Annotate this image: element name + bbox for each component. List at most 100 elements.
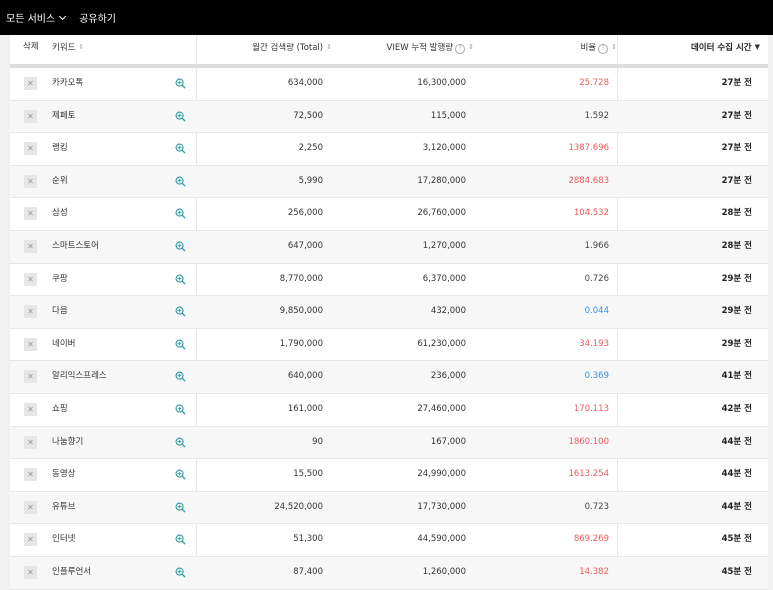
- keyword-cell: 카카오톡: [52, 78, 84, 88]
- delete-row-button[interactable]: ✕: [24, 565, 37, 579]
- collection-time-cell: 27분 전: [721, 78, 752, 88]
- zoom-in-icon[interactable]: [175, 208, 186, 219]
- zoom-in-icon[interactable]: [175, 567, 186, 578]
- delete-row-button[interactable]: ✕: [24, 435, 37, 449]
- table-row: ✕ 인플루언서 87,400 1,260,000 14.382 45분 전: [10, 556, 768, 590]
- view-count-cell: 61,230,000: [417, 338, 466, 349]
- collection-time-cell: 27분 전: [721, 175, 752, 186]
- monthly-search-cell: 9,850,000: [279, 306, 323, 317]
- view-count-cell: 24,990,000: [417, 469, 466, 480]
- zoom-in-icon[interactable]: [175, 502, 186, 513]
- header-collection-time[interactable]: 데이터 수집 시간 ▼: [691, 35, 760, 64]
- close-icon: ✕: [27, 404, 34, 414]
- monthly-search-cell: 72,500: [293, 110, 323, 121]
- delete-row-button[interactable]: ✕: [24, 77, 37, 90]
- view-count-cell: 16,300,000: [417, 78, 466, 88]
- close-icon: ✕: [27, 372, 34, 382]
- table-row: ✕ 스마트스토어 647,000 1,270,000 1.966 28분 전: [10, 230, 768, 264]
- monthly-search-cell: 640,000: [287, 371, 323, 382]
- help-icon[interactable]: ?: [598, 44, 609, 54]
- header-time-label: 데이터 수집 시간: [690, 43, 752, 53]
- zoom-in-icon[interactable]: [175, 371, 186, 382]
- delete-row-button[interactable]: ✕: [24, 272, 37, 286]
- chevron-down-icon: [59, 12, 67, 20]
- ratio-cell: 104.532: [573, 208, 609, 219]
- zoom-in-icon[interactable]: [175, 143, 186, 154]
- delete-row-button[interactable]: ✕: [24, 109, 37, 123]
- header-view-count[interactable]: VIEW 누적 발행량? ⇕: [387, 35, 474, 64]
- keyword-cell: 인터넷: [52, 534, 76, 545]
- delete-row-button[interactable]: ✕: [24, 500, 37, 514]
- zoom-in-icon[interactable]: [175, 78, 186, 89]
- zoom-in-icon[interactable]: [175, 176, 186, 187]
- help-icon[interactable]: ?: [455, 44, 466, 54]
- delete-row-button[interactable]: ✕: [24, 305, 37, 319]
- keyword-cell: 제페토: [52, 110, 76, 121]
- monthly-search-cell: 256,000: [287, 208, 323, 219]
- view-count-cell: 17,280,000: [417, 175, 466, 186]
- ratio-cell: 1860.100: [568, 436, 609, 447]
- delete-row-button[interactable]: ✕: [24, 370, 37, 384]
- delete-row-button[interactable]: ✕: [24, 142, 37, 156]
- zoom-in-icon[interactable]: [175, 111, 186, 122]
- keyword-cell: 네이버: [52, 338, 76, 349]
- delete-row-button[interactable]: ✕: [24, 174, 37, 188]
- ratio-cell: 869.269: [573, 534, 609, 545]
- view-count-cell: 115,000: [430, 110, 466, 121]
- close-icon: ✕: [27, 241, 34, 251]
- collection-time-cell: 44분 전: [721, 501, 752, 512]
- keyword-cell: 유튜브: [52, 501, 76, 512]
- keyword-cell: 랭킹: [52, 143, 68, 154]
- header-ratio-label: 비율: [580, 43, 597, 53]
- sort-icon: ⇕: [326, 43, 332, 51]
- view-count-cell: 1,260,000: [422, 566, 466, 577]
- zoom-in-icon[interactable]: [175, 534, 186, 545]
- view-count-cell: 17,730,000: [417, 501, 466, 512]
- header-ratio[interactable]: 비율? ⇕: [580, 35, 617, 64]
- zoom-in-icon[interactable]: [175, 241, 186, 252]
- monthly-search-cell: 24,520,000: [274, 501, 323, 512]
- ratio-cell: 0.044: [584, 306, 609, 317]
- table-row: ✕ 삼성 256,000 26,760,000 104.532 28분 전: [10, 198, 768, 231]
- monthly-search-cell: 15,500: [293, 469, 323, 480]
- delete-row-button[interactable]: ✕: [24, 468, 37, 482]
- collection-time-cell: 45분 전: [721, 566, 752, 577]
- keyword-cell: 인플루언서: [52, 566, 92, 577]
- share-link[interactable]: 공유하기: [79, 14, 116, 25]
- close-icon: ✕: [27, 176, 34, 186]
- collection-time-cell: 29분 전: [721, 273, 752, 284]
- delete-row-button[interactable]: ✕: [24, 402, 37, 416]
- zoom-in-icon[interactable]: [175, 274, 186, 285]
- delete-row-button[interactable]: ✕: [24, 533, 37, 547]
- zoom-in-icon[interactable]: [175, 404, 186, 415]
- top-navigation-bar: 모든 서비스 공유하기: [0, 0, 773, 35]
- view-count-cell: 6,370,000: [422, 273, 466, 284]
- table-row: ✕ 나눔향기 90 167,000 1860.100 44분 전: [10, 426, 768, 460]
- ratio-cell: 1.966: [584, 240, 609, 251]
- zoom-in-icon[interactable]: [175, 306, 186, 317]
- keyword-cell: 순위: [52, 175, 68, 186]
- header-keyword[interactable]: 키워드 ⇕: [52, 35, 84, 64]
- zoom-in-icon[interactable]: [175, 469, 186, 480]
- table-row: ✕ 네이버 1,790,000 61,230,000 34.193 29분 전: [10, 329, 768, 362]
- monthly-search-cell: 2,250: [298, 143, 323, 154]
- monthly-search-cell: 647,000: [287, 240, 323, 251]
- monthly-search-cell: 51,300: [293, 534, 323, 545]
- monthly-search-cell: 1,790,000: [279, 338, 323, 349]
- all-services-menu[interactable]: 모든 서비스: [6, 10, 67, 25]
- zoom-in-icon[interactable]: [175, 437, 186, 448]
- collection-time-cell: 42분 전: [721, 403, 752, 414]
- view-count-cell: 167,000: [430, 436, 466, 447]
- keyword-cell: 쿠팡: [52, 273, 68, 284]
- close-icon: ✕: [27, 470, 34, 480]
- delete-row-button[interactable]: ✕: [24, 207, 37, 221]
- collection-time-cell: 29분 전: [721, 338, 752, 349]
- delete-row-button[interactable]: ✕: [24, 239, 37, 253]
- sort-icon: ⇕: [468, 43, 474, 51]
- keyword-table: 삭제 키워드 ⇕ 월간 검색량 (Total) ⇕ VIEW 누적 발행량? ⇕ 비율…: [10, 35, 768, 590]
- zoom-in-icon[interactable]: [175, 339, 186, 350]
- delete-row-button[interactable]: ✕: [24, 337, 37, 351]
- sort-desc-icon: ▼: [754, 43, 760, 51]
- header-monthly-search[interactable]: 월간 검색량 (Total) ⇕: [252, 35, 332, 64]
- close-icon: ✕: [27, 567, 34, 577]
